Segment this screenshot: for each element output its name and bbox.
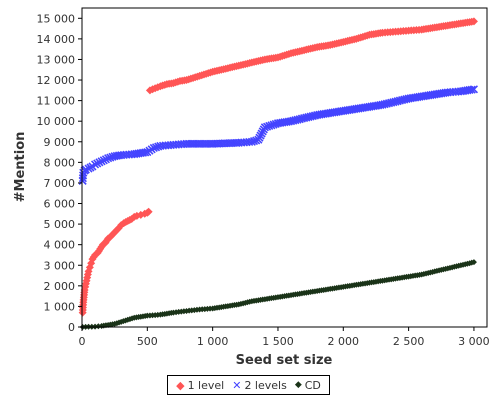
- point-2-levels: [101, 155, 111, 164]
- x-mark-icon: ✕: [232, 378, 242, 392]
- y-tick-label: 1 000: [44, 300, 76, 313]
- point-2-levels: [141, 148, 150, 157]
- legend-label: 1 level: [187, 378, 225, 392]
- y-tick-label: 12 000: [37, 74, 76, 87]
- y-tick-label: 14 000: [37, 33, 76, 46]
- legend-item-cd: ◆ CD: [295, 379, 321, 392]
- y-axis-title: #Mention: [13, 132, 28, 203]
- axes: 0 500 1 000 1 500 2 000 2 500 3 000 0 1 000 2 000…: [37, 12, 490, 348]
- legend-item-2-levels: ✕ 2 levels: [232, 379, 287, 392]
- plot-marks: [78, 17, 479, 330]
- y-tick-label: 9 000: [44, 136, 76, 149]
- x-tick-label: 3 000: [458, 335, 490, 348]
- plot-frame: [81, 7, 488, 328]
- point-cd: [470, 259, 477, 266]
- point-2-levels: [469, 85, 479, 94]
- y-tick-label: 3 000: [44, 259, 76, 272]
- diamond-icon: ◆: [294, 379, 302, 390]
- legend: ◆ 1 level ✕ 2 levels ◆ CD: [167, 375, 330, 395]
- y-tick-label: 13 000: [37, 53, 76, 66]
- point-2-levels: [79, 171, 88, 180]
- legend-item-1-level: ◆ 1 level: [176, 379, 224, 392]
- point-2-levels: [97, 157, 106, 166]
- point-2-levels: [90, 160, 100, 169]
- point-2-levels: [95, 158, 104, 167]
- x-tick-label: 1 500: [262, 335, 294, 348]
- x-tick-label: 2 500: [393, 335, 425, 348]
- point-1-level: [469, 17, 478, 26]
- point-2-levels: [99, 156, 108, 165]
- point-2-levels: [467, 85, 476, 94]
- x-axis-title: Seed set size: [236, 353, 333, 368]
- x-tick-label: 0: [79, 335, 86, 348]
- y-tick-label: 2 000: [44, 280, 76, 293]
- legend-label: 2 levels: [244, 378, 287, 392]
- y-tick-label: 6 000: [44, 198, 76, 211]
- y-tick-label: 11 000: [37, 95, 76, 108]
- x-tick-label: 500: [137, 335, 158, 348]
- diamond-icon: ◆: [176, 378, 185, 392]
- legend-label: CD: [304, 378, 321, 392]
- y-tick-label: 7 000: [44, 177, 76, 190]
- y-tick-label: 4 000: [44, 239, 76, 252]
- y-tick-label: 10 000: [37, 115, 76, 128]
- y-tick-label: 0: [68, 321, 75, 334]
- point-2-levels: [93, 159, 102, 168]
- point-1-level: [144, 207, 153, 216]
- x-tick-label: 2 000: [328, 335, 360, 348]
- y-tick-label: 8 000: [44, 156, 76, 169]
- y-tick-label: 5 000: [44, 218, 76, 231]
- x-tick-label: 1 000: [197, 335, 229, 348]
- y-tick-label: 15 000: [37, 12, 76, 25]
